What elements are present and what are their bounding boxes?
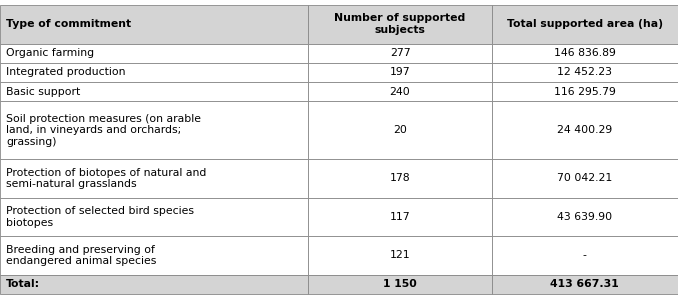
Text: 146 836.89: 146 836.89: [554, 48, 616, 58]
Text: Total:: Total:: [6, 279, 40, 289]
Bar: [308, 44, 492, 63]
Text: -: -: [583, 251, 586, 260]
Bar: [492, 236, 678, 275]
Text: 178: 178: [390, 173, 410, 183]
Bar: [492, 101, 678, 159]
Bar: [308, 236, 492, 275]
Bar: [0, 159, 308, 198]
Text: 12 452.23: 12 452.23: [557, 68, 612, 77]
Text: 277: 277: [390, 48, 410, 58]
Text: 1 150: 1 150: [383, 279, 417, 289]
Text: Breeding and preserving of
endangered animal species: Breeding and preserving of endangered an…: [6, 245, 157, 266]
Bar: [492, 63, 678, 82]
Bar: [492, 5, 678, 44]
Bar: [308, 5, 492, 44]
Bar: [0, 198, 308, 236]
Text: Integrated production: Integrated production: [6, 68, 125, 77]
Bar: [308, 63, 492, 82]
Text: Protection of selected bird species
biotopes: Protection of selected bird species biot…: [6, 206, 194, 228]
Text: Organic farming: Organic farming: [6, 48, 94, 58]
Bar: [0, 63, 308, 82]
Bar: [308, 159, 492, 198]
Text: Total supported area (ha): Total supported area (ha): [506, 19, 663, 29]
Text: 70 042.21: 70 042.21: [557, 173, 612, 183]
Bar: [308, 198, 492, 236]
Text: Number of supported
subjects: Number of supported subjects: [334, 13, 466, 35]
Text: 413 667.31: 413 667.31: [551, 279, 619, 289]
Text: 20: 20: [393, 125, 407, 135]
Bar: [0, 236, 308, 275]
Text: Type of commitment: Type of commitment: [6, 19, 131, 29]
Text: 197: 197: [390, 68, 410, 77]
Text: 116 295.79: 116 295.79: [554, 87, 616, 97]
Bar: [492, 275, 678, 294]
Text: Basic support: Basic support: [6, 87, 80, 97]
Bar: [0, 101, 308, 159]
Text: Protection of biotopes of natural and
semi-natural grasslands: Protection of biotopes of natural and se…: [6, 168, 206, 189]
Bar: [492, 44, 678, 63]
Bar: [0, 44, 308, 63]
Bar: [308, 101, 492, 159]
Text: Soil protection measures (on arable
land, in vineyards and orchards;
grassing): Soil protection measures (on arable land…: [6, 114, 201, 147]
Bar: [0, 275, 308, 294]
Text: 117: 117: [390, 212, 410, 222]
Bar: [308, 82, 492, 101]
Text: 24 400.29: 24 400.29: [557, 125, 612, 135]
Text: 121: 121: [390, 251, 410, 260]
Bar: [492, 82, 678, 101]
Text: 43 639.90: 43 639.90: [557, 212, 612, 222]
Bar: [0, 5, 308, 44]
Bar: [0, 82, 308, 101]
Bar: [492, 159, 678, 198]
Text: 240: 240: [390, 87, 410, 97]
Bar: [492, 198, 678, 236]
Bar: [308, 275, 492, 294]
